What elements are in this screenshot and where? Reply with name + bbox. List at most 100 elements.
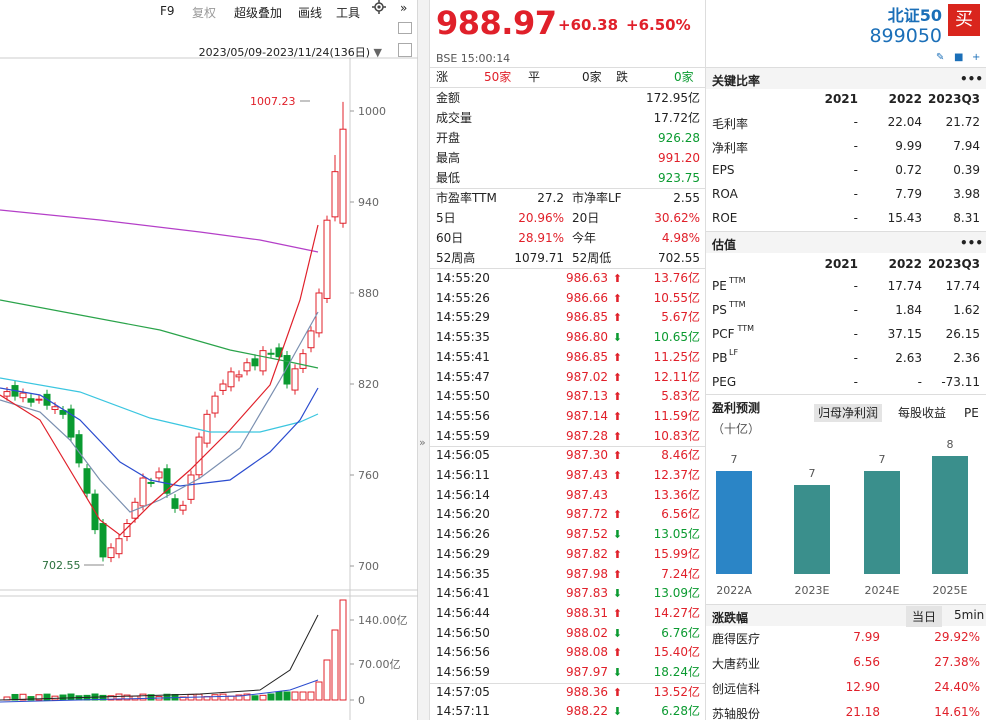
candle-body	[51, 406, 59, 410]
volume-bar	[323, 659, 331, 701]
tick-volume: 5.83亿	[661, 389, 700, 404]
candle-body	[315, 292, 323, 334]
candle-body	[299, 353, 307, 369]
draw-line-button[interactable]: 画线	[298, 6, 323, 20]
expand-icon[interactable]: »	[400, 1, 408, 15]
tab-today[interactable]: 当日	[906, 606, 943, 627]
collapse-handle[interactable]: »	[418, 0, 430, 720]
arrow-up-icon: ⬆	[612, 469, 622, 482]
volume-tick: 70.00亿	[358, 658, 401, 671]
tick-row: 14:56:11 987.43 ⬆ 12.37亿	[430, 466, 706, 485]
candle-body	[251, 358, 259, 367]
arrow-up-icon: ⬆	[612, 646, 622, 660]
tick-price: 986.85	[566, 349, 608, 364]
quote-label: 成交量	[436, 111, 473, 125]
tick-row: 14:57:05 988.36 ⬆ 13.52亿	[430, 683, 706, 702]
ratio-value: -	[853, 115, 858, 129]
ratio-row: EPS - 0.72 0.39	[706, 158, 986, 182]
arrow-up-icon: ⬆	[612, 567, 622, 581]
mover-row[interactable]: 鹿得医疗 7.99 29.92%	[706, 625, 986, 649]
tick-time: 14:57:05	[436, 684, 490, 699]
volume-bar	[331, 629, 339, 701]
ratio-value: -	[853, 351, 858, 365]
volume-bar	[275, 691, 283, 701]
volume-bar	[67, 693, 75, 701]
ma-line	[0, 377, 319, 433]
overlay-button[interactable]: 超级叠加	[234, 6, 283, 20]
buy-button[interactable]: 买	[948, 4, 980, 36]
metric-row: 60日 28.91% 今年 4.98%	[430, 228, 706, 248]
ratio-row: PCF TTM - 37.15 26.15	[706, 322, 986, 346]
change-percent: +6.50%	[626, 16, 691, 34]
tick-row: 14:55:20 986.63 ⬆ 13.76亿	[430, 269, 706, 288]
add-icon[interactable]: +	[972, 52, 981, 63]
dropdown-icon: ▼	[373, 46, 382, 59]
tick-volume: 15.40亿	[653, 645, 700, 660]
ratio-value: -	[853, 279, 858, 293]
tick-time: 14:55:59	[436, 428, 490, 443]
candle-body	[3, 391, 11, 397]
tick-volume: 10.83亿	[653, 428, 700, 443]
settings-icon[interactable]	[398, 43, 412, 57]
axes: 1000 940 880 820 760 700 140.00亿 70.00亿 0	[0, 57, 418, 720]
more-icon[interactable]: •••	[960, 236, 984, 250]
arrow-up-icon: ⬆	[612, 390, 622, 404]
ratio-value: -73.11	[941, 375, 980, 389]
gear-icon[interactable]	[372, 0, 386, 17]
volume-bar	[251, 695, 259, 701]
tick-time: 14:55:41	[436, 349, 490, 364]
volume-bar	[219, 693, 227, 701]
tick-row: 14:56:35 987.98 ⬆ 7.24亿	[430, 565, 706, 584]
tick-time: 14:56:05	[436, 448, 490, 463]
candlestick-chart[interactable]: 1000 940 880 820 760 700 140.00亿 70.00亿 0 1007.23…	[0, 0, 418, 720]
date-range[interactable]: 2023/05/09-2023/11/24(136日) ▼	[198, 46, 382, 59]
more-icon[interactable]: •••	[960, 72, 984, 86]
tab-pe[interactable]: PE	[964, 406, 979, 420]
ratio-value: 7.94	[953, 139, 980, 153]
forecast-year: 2025E	[932, 584, 968, 597]
tick-price: 988.22	[566, 704, 608, 719]
tick-time: 14:56:35	[436, 566, 490, 581]
tick-row: 14:56:05 987.30 ⬆ 8.46亿	[430, 446, 706, 465]
candle-body	[107, 547, 115, 559]
forecast-year: 2022A	[716, 584, 752, 597]
panel-icon[interactable]	[398, 22, 412, 34]
ratio-value: 17.74	[887, 279, 922, 293]
index-code: 899050	[869, 25, 942, 47]
lock-icon[interactable]: ■	[954, 52, 964, 63]
volume-tick: 140.00亿	[358, 614, 408, 627]
forecast-value: 7	[878, 452, 886, 466]
tick-volume: 13.36亿	[653, 487, 700, 502]
metric-label: 52周低	[572, 251, 612, 265]
tick-time: 14:56:41	[436, 586, 490, 601]
volume-bar	[131, 695, 139, 701]
mover-row[interactable]: 大唐药业 6.56 27.38%	[706, 650, 986, 674]
edit-icon[interactable]: ✎	[936, 52, 945, 63]
forecast-bar	[864, 470, 900, 574]
metric-row: 市盈率TTM 27.2 市净率LF 2.55	[430, 188, 706, 208]
ratio-value: 0.39	[953, 163, 980, 177]
kline-panel[interactable]: F9 复权 超级叠加 画线 工具 » 2023/05/09-2023/11/24…	[0, 0, 418, 720]
tick-volume: 8.46亿	[661, 448, 700, 463]
tab-eps[interactable]: 每股收益	[898, 406, 947, 420]
tab-5min[interactable]: 5min	[954, 608, 985, 622]
arrow-up-icon: ⬆	[612, 429, 622, 443]
forecast-bar	[716, 470, 752, 574]
tick-price: 986.80	[566, 330, 608, 345]
tab-net-profit[interactable]: 归母净利润	[814, 404, 883, 422]
tick-row: 14:55:47 987.02 ⬆ 12.11亿	[430, 368, 706, 387]
tick-volume: 6.76亿	[661, 625, 700, 640]
adjust-button[interactable]: 复权	[192, 6, 217, 20]
mover-row[interactable]: 苏轴股份 21.18 14.61%	[706, 700, 986, 724]
ratio-label: PEG	[712, 375, 737, 389]
mover-row[interactable]: 创远信科 12.90 24.40%	[706, 675, 986, 699]
tick-time: 14:57:11	[436, 704, 490, 719]
candle-body	[123, 523, 131, 538]
tick-time: 14:55:20	[436, 271, 490, 285]
f9-button[interactable]: F9	[160, 4, 175, 18]
volume-bar	[59, 694, 67, 701]
ratio-value: 2.63	[895, 351, 922, 365]
candle-body	[99, 523, 107, 558]
tools-button[interactable]: 工具	[336, 6, 361, 20]
candle-body	[19, 392, 27, 399]
